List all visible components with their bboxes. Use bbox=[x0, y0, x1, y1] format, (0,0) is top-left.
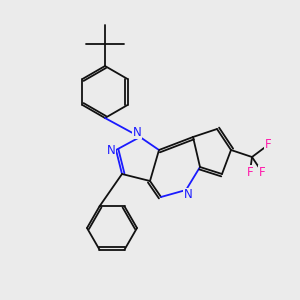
Text: N: N bbox=[106, 143, 116, 157]
Text: N: N bbox=[133, 125, 141, 139]
Text: F: F bbox=[259, 166, 265, 178]
Text: F: F bbox=[247, 166, 253, 178]
Text: F: F bbox=[265, 139, 271, 152]
Text: N: N bbox=[184, 188, 192, 202]
